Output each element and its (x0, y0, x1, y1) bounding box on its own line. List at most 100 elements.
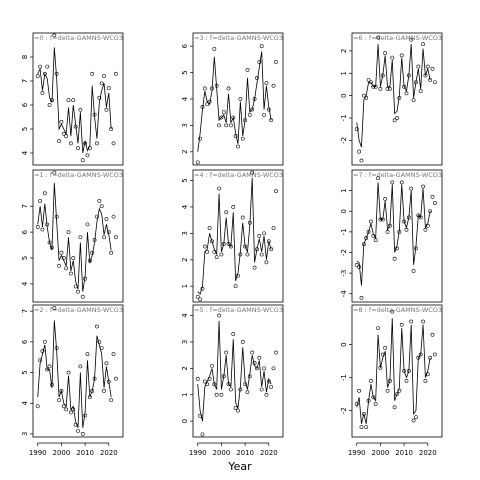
data-point (395, 392, 399, 397)
data-point (385, 229, 390, 234)
data-point (92, 237, 97, 242)
data-point (200, 105, 205, 109)
y-tick-label: 6 (21, 102, 29, 107)
x-axis-col-1: 1990 2000 2010 2020 (189, 442, 278, 457)
data-point (228, 387, 233, 392)
y-tick-label: 3 (181, 231, 189, 235)
data-point (92, 376, 97, 381)
data-point (264, 392, 269, 397)
data-point (57, 139, 61, 143)
data-point (240, 136, 245, 141)
y-tick-label: 1 (181, 284, 189, 288)
x-tick-label: 2010 (395, 449, 413, 457)
data-point (45, 64, 50, 69)
data-point (243, 382, 248, 387)
data-point (50, 245, 54, 250)
data-point (205, 102, 210, 107)
data-point (64, 134, 69, 139)
panel-0: =0 : f=delta-GAMNS-WCO3 4 5 6 7 8 (21, 32, 124, 166)
data-point (366, 398, 371, 403)
data-point (257, 60, 262, 64)
data-point (40, 91, 45, 95)
data-point (414, 415, 418, 420)
x-tick-label: 2000 (213, 449, 231, 457)
x-tick-label: 2020 (419, 449, 437, 457)
x-axes: 1990 2000 2010 2020 1990 2000 2010 2020 1990 2000… (29, 442, 437, 457)
data-point (198, 136, 203, 141)
data-point (392, 405, 397, 410)
data-point (52, 170, 57, 175)
panel-2: =2 : f=delta-GAMNS-WCO3 3 4 5 6 7 (21, 304, 124, 438)
data-point (47, 240, 52, 245)
data-point (104, 107, 109, 112)
data-point (252, 265, 257, 270)
data-point (226, 382, 231, 387)
data-point (214, 255, 219, 260)
data-point (99, 346, 104, 350)
data-point (38, 358, 43, 363)
data-point (414, 246, 418, 251)
data-point (425, 372, 430, 377)
data-point (409, 37, 414, 42)
data-point (52, 33, 57, 38)
data-point (240, 340, 245, 344)
data-point (425, 64, 430, 69)
data-point (207, 377, 212, 381)
data-point (376, 35, 380, 40)
panel-title: =5 : f=delta-GAMNS-WCO3 (194, 306, 283, 314)
y-tick-label: 2 (181, 366, 189, 370)
data-point (73, 284, 78, 289)
data-point (418, 215, 423, 220)
data-point (416, 355, 421, 360)
data-point (404, 378, 409, 383)
panel-1: =1 : f=delta-GAMNS-WCO3 4 5 6 7 (21, 169, 124, 303)
data-point (399, 53, 404, 58)
data-point (392, 118, 397, 123)
data-point (226, 242, 231, 246)
data-point (97, 199, 102, 203)
data-point (85, 352, 90, 357)
y-tick-label: 4 (181, 96, 189, 101)
data-point (50, 98, 54, 103)
x-tick-label: 1990 (29, 449, 47, 457)
data-point (406, 215, 411, 220)
data-point (380, 352, 385, 357)
data-point (219, 252, 224, 257)
data-point (238, 387, 243, 392)
data-point (354, 127, 359, 132)
panel-title: =3 : f=delta-GAMNS-WCO3 (194, 34, 283, 42)
data-point (423, 227, 428, 232)
y-tick-label: -4 (340, 290, 348, 298)
data-point (97, 339, 102, 344)
data-point (95, 324, 99, 329)
fit-line (197, 320, 272, 422)
data-point (402, 84, 407, 89)
data-point (233, 406, 238, 410)
y-tick-label: 5 (181, 178, 189, 182)
y-tick-label: 1 (181, 393, 189, 397)
data-point (83, 413, 88, 418)
data-point (371, 234, 376, 238)
y-tick-label: 6 (181, 43, 189, 48)
data-point (383, 196, 388, 201)
panel-5: =5 : f=delta-GAMNS-WCO3 0 1 2 3 4 (181, 304, 284, 438)
x-tick-label: 2000 (53, 449, 71, 457)
data-point (416, 64, 421, 69)
data-point (68, 410, 73, 415)
data-point (59, 119, 64, 124)
data-point (432, 352, 437, 357)
data-point (221, 110, 226, 115)
data-point (255, 366, 259, 371)
data-point (369, 219, 373, 224)
y-tick-label: 5 (21, 127, 29, 131)
y-tick-label: 1 (340, 188, 348, 192)
panel-frame (192, 304, 284, 438)
data-point (392, 256, 397, 261)
data-point (205, 249, 210, 254)
data-point (78, 364, 83, 369)
data-point (73, 422, 78, 427)
x-axis-col-0: 1990 2000 2010 2020 (29, 442, 118, 457)
data-point (85, 222, 90, 227)
data-point (95, 214, 99, 219)
data-point (409, 319, 414, 324)
